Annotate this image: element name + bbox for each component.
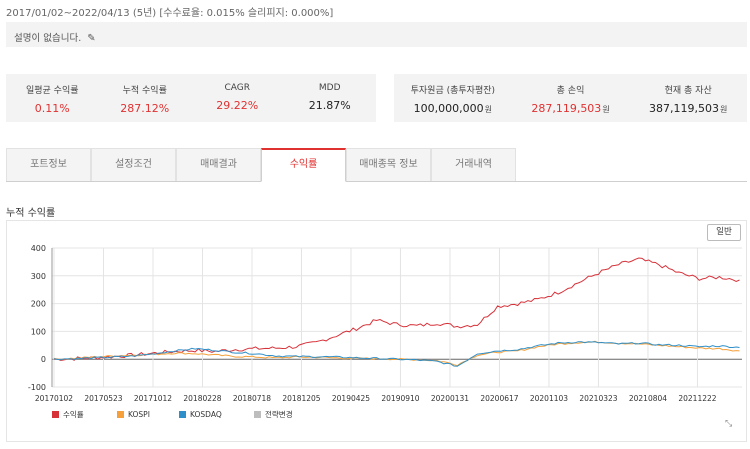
tab-2[interactable]: 매매결과 bbox=[176, 148, 261, 181]
x-tick-label: 20200131 bbox=[431, 394, 469, 403]
stat-label: CAGR bbox=[224, 83, 250, 93]
x-tick-label: 20170523 bbox=[84, 394, 122, 403]
stat-value: 0.11% bbox=[6, 102, 99, 115]
stat-label: 일평균 수익률 bbox=[25, 86, 79, 96]
tab-3[interactable]: 수익률 bbox=[261, 148, 346, 182]
stat-unit: 원 bbox=[719, 105, 728, 114]
y-tick-label: 200 bbox=[31, 300, 46, 309]
stat-value-text: 387,119,503 bbox=[649, 102, 719, 115]
x-tick-label: 20200617 bbox=[480, 394, 518, 403]
series-line-1 bbox=[53, 340, 740, 367]
stat-value: 287,119,503원 bbox=[512, 102, 630, 115]
legend-swatch-2 bbox=[179, 411, 186, 418]
y-tick-label: 400 bbox=[31, 244, 46, 253]
stat-value-text: 0.11% bbox=[34, 102, 70, 115]
legend-label-2: KOSDAQ bbox=[190, 410, 222, 419]
backtest-period: 2017/01/02~2022/04/13 (5년) [수수료율: 0.015%… bbox=[6, 8, 334, 19]
return-stats-panel: 일평균 수익률 0.11% 누적 수익률 287.12% CAGR 29.22% MDD 21… bbox=[6, 74, 376, 122]
chart-mode-button[interactable]: 일반 bbox=[707, 224, 741, 241]
stat-label: 누적 수익률 bbox=[122, 86, 167, 96]
cumulative-return-chart: 400 300 200 100 0 -100 20170102 20170523 2017101… bbox=[6, 220, 747, 442]
legend-label-1: KOSPI bbox=[128, 410, 150, 419]
stat-label: 총 손익 bbox=[556, 86, 585, 96]
result-tabs: 포트정보 설정조건 매매결과 수익률 매매종목 정보 거래내역 bbox=[6, 148, 747, 182]
stat-value-text: 100,000,000 bbox=[413, 102, 484, 115]
x-tick-label: 20181205 bbox=[282, 394, 320, 403]
y-tick-label: -100 bbox=[28, 383, 46, 392]
stat-label: 현재 총 자산 bbox=[664, 86, 712, 96]
legend-label-0: 수익률 bbox=[63, 409, 84, 419]
stat-value-text: 21.87% bbox=[308, 99, 351, 112]
stats_right-stat-1: 총 손익 287,119,503원 bbox=[512, 74, 630, 122]
stat-unit: 원 bbox=[602, 105, 610, 114]
tab-5[interactable]: 거래내역 bbox=[431, 148, 516, 181]
x-tick-label: 20210804 bbox=[629, 394, 667, 403]
x-tick-label: 20190425 bbox=[332, 394, 370, 403]
legend-swatch-3 bbox=[254, 411, 261, 418]
chart-svg: 400 300 200 100 0 -100 20170102 20170523 2017101… bbox=[28, 244, 742, 419]
stat-value: 21.87% bbox=[284, 99, 377, 112]
stat-value-text: 29.22% bbox=[216, 99, 259, 112]
tab-1[interactable]: 설정조건 bbox=[91, 148, 176, 181]
stat-value: 387,119,503원 bbox=[629, 102, 747, 115]
y-tick-label: 100 bbox=[31, 327, 46, 336]
stats_left-stat-2: CAGR 29.22% bbox=[191, 74, 284, 122]
tab-0[interactable]: 포트정보 bbox=[6, 148, 91, 181]
series-line-0 bbox=[53, 257, 740, 362]
x-tick-label: 20201103 bbox=[530, 394, 568, 403]
stat-value: 29.22% bbox=[191, 99, 284, 112]
stat-label: 투자원금 (총투자평잔) bbox=[410, 86, 496, 96]
legend-swatch-1 bbox=[117, 411, 124, 418]
stat-value: 100,000,000원 bbox=[394, 102, 512, 115]
stats_left-stat-3: MDD 21.87% bbox=[284, 74, 377, 122]
x-tick-label: 20180228 bbox=[183, 394, 221, 403]
section-title: 누적 수익률 bbox=[6, 208, 56, 219]
stat-value-text: 287.12% bbox=[120, 102, 170, 115]
y-tick-label: 300 bbox=[31, 272, 46, 281]
stat-value-text: 287,119,503 bbox=[531, 102, 602, 115]
stats_left-stat-1: 누적 수익률 287.12% bbox=[99, 74, 192, 122]
tab-4[interactable]: 매매종목 정보 bbox=[346, 148, 431, 181]
series-line-2 bbox=[53, 341, 740, 367]
stats_right-stat-0: 투자원금 (총투자평잔) 100,000,000원 bbox=[394, 74, 512, 122]
x-tick-label: 20171012 bbox=[134, 394, 172, 403]
stat-value: 287.12% bbox=[99, 102, 192, 115]
x-tick-label: 20180718 bbox=[233, 394, 271, 403]
legend-label-3: 전략변경 bbox=[265, 409, 293, 419]
x-tick-label: 20211222 bbox=[678, 394, 716, 403]
asset-stats-panel: 투자원금 (총투자평잔) 100,000,000원 총 손익 287,119,503원… bbox=[394, 74, 747, 122]
x-tick-label: 20210323 bbox=[579, 394, 617, 403]
x-tick-label: 20170102 bbox=[35, 394, 73, 403]
stat-unit: 원 bbox=[484, 105, 493, 114]
stats_left-stat-0: 일평균 수익률 0.11% bbox=[6, 74, 99, 122]
resize-handle-icon[interactable]: ⤡ bbox=[725, 419, 733, 429]
y-tick-label: 0 bbox=[41, 355, 46, 364]
description-box: 설명이 없습니다. ✎ bbox=[6, 22, 747, 47]
stats_right-stat-2: 현재 총 자산 387,119,503원 bbox=[629, 74, 747, 122]
legend-swatch-0 bbox=[52, 411, 59, 418]
pencil-icon[interactable]: ✎ bbox=[87, 33, 96, 44]
stat-label: MDD bbox=[318, 83, 341, 93]
description-text: 설명이 없습니다. bbox=[14, 33, 82, 44]
x-tick-label: 20190910 bbox=[381, 394, 419, 403]
